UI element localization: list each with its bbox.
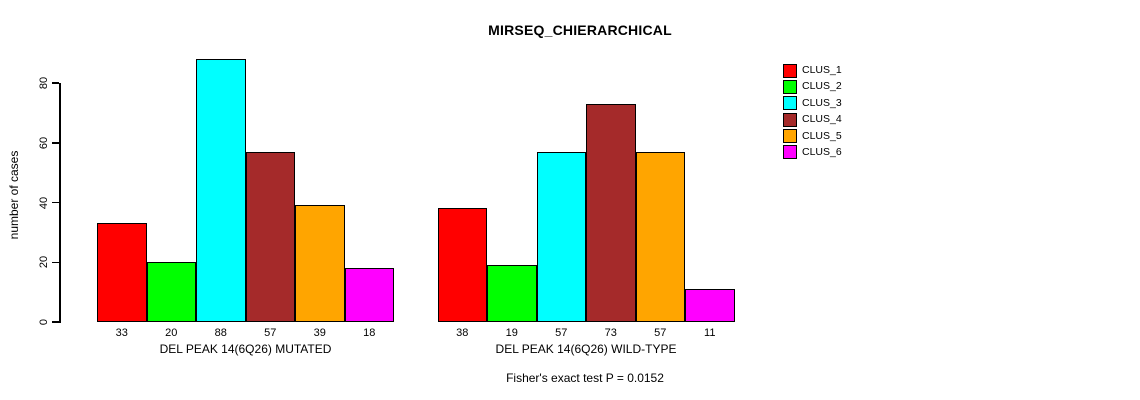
bar-clus_2	[487, 265, 537, 322]
y-tick-mark	[52, 261, 59, 263]
legend-label: CLUS_6	[802, 145, 842, 158]
bar-clus_6	[685, 289, 735, 322]
bar-value-label: 88	[214, 327, 227, 339]
legend-swatch-icon	[783, 129, 797, 144]
legend-row: CLUS_5	[783, 129, 842, 144]
bar-clus_5	[635, 151, 685, 322]
annotation-text: Fisher's exact test P = 0.0152	[506, 371, 664, 385]
bar-value-label: 39	[313, 327, 326, 339]
y-tick-label: 20	[38, 256, 50, 269]
bar-clus_4	[586, 103, 636, 322]
bar-clus_1	[97, 223, 147, 322]
y-tick-mark	[52, 201, 59, 204]
legend-label: CLUS_3	[802, 96, 842, 109]
bar-value-label: 18	[363, 327, 376, 339]
bar-clus_1	[437, 208, 487, 322]
bar-value-label: 33	[115, 327, 128, 339]
legend-label: CLUS_4	[802, 113, 842, 126]
legend-swatch-icon	[783, 112, 797, 127]
legend-swatch-icon	[783, 96, 797, 111]
legend-label: CLUS_5	[802, 129, 842, 142]
bar-clus_2	[146, 262, 196, 322]
bar-value-label: 11	[704, 327, 716, 339]
y-tick-mark	[52, 142, 59, 144]
legend-row: CLUS_2	[783, 79, 842, 94]
y-tick-mark	[52, 82, 59, 84]
legend-label: CLUS_1	[802, 64, 842, 76]
legend-row: CLUS_4	[783, 112, 842, 127]
legend-label: CLUS_2	[802, 80, 842, 93]
bar-clus_4	[245, 151, 295, 322]
legend-row: CLUS_3	[783, 96, 842, 111]
legend-swatch-icon	[783, 63, 797, 78]
legend-swatch-icon	[783, 145, 797, 160]
y-tick-label: 80	[38, 76, 50, 90]
bar-value-label: 38	[456, 327, 469, 339]
chart-title: MIRSEQ_CHIERARCHICAL	[488, 22, 672, 38]
bar-value-label: 57	[654, 327, 667, 339]
bar-clus_3	[536, 151, 586, 322]
bar-value-label: 20	[165, 327, 178, 339]
group-label: DEL PEAK 14(6Q26) MUTATED	[159, 342, 332, 356]
y-tick-label: 0	[38, 318, 50, 326]
bar-value-label: 57	[555, 327, 568, 339]
bar-clus_3	[196, 59, 246, 322]
bar-value-label: 57	[264, 327, 277, 339]
legend-swatch-icon	[783, 79, 797, 94]
group-label: DEL PEAK 14(6Q26) WILD-TYPE	[495, 342, 677, 356]
legend-row: CLUS_1	[783, 63, 842, 78]
legend-row: CLUS_6	[783, 145, 842, 160]
y-tick-label: 60	[38, 136, 50, 149]
bar-clus_5	[295, 205, 345, 322]
bar-clus_6	[344, 268, 394, 322]
bar-value-label: 19	[505, 327, 518, 339]
y-axis-line	[59, 83, 61, 323]
bar-value-label: 73	[604, 327, 617, 339]
y-axis-title: number of cases	[7, 150, 21, 240]
legend: CLUS_1 CLUS_2 CLUS_3 CLUS_4 CLUS_5 CLUS_6	[783, 63, 842, 162]
y-tick-mark	[52, 321, 59, 323]
y-tick-label: 40	[38, 196, 50, 209]
